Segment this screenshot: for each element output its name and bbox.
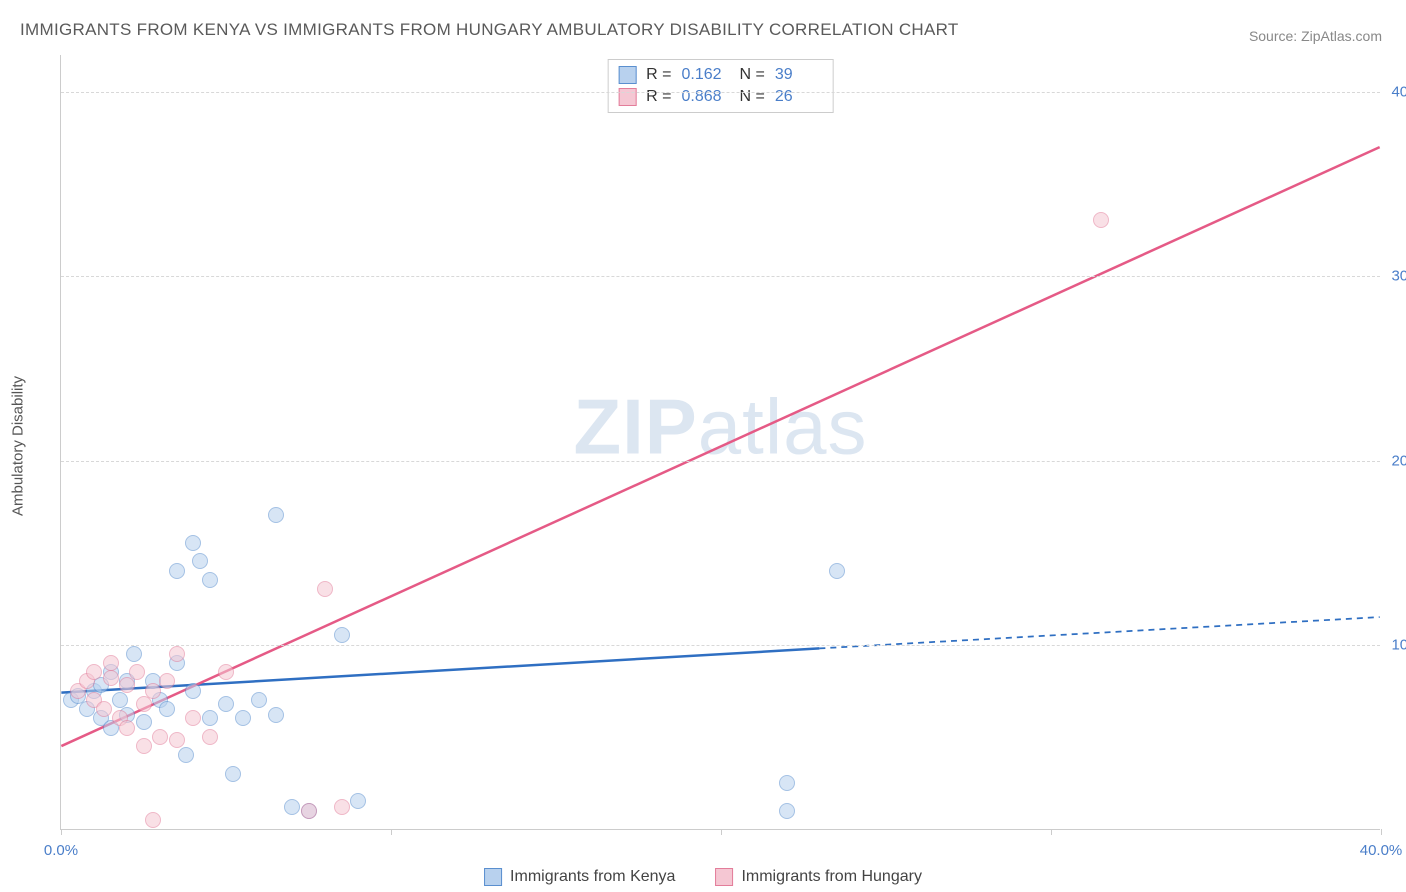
regression-lines-svg	[61, 55, 1380, 829]
correlation-legend: R = 0.162 N = 39 R = 0.868 N = 26	[607, 59, 834, 113]
x-tick	[1381, 829, 1382, 835]
x-tick	[1051, 829, 1052, 835]
data-point	[235, 710, 251, 726]
r-label: R =	[646, 88, 671, 106]
y-axis-label: Ambulatory Disability	[10, 376, 27, 516]
data-point	[268, 507, 284, 523]
data-point	[129, 664, 145, 680]
data-point	[169, 732, 185, 748]
data-point	[136, 714, 152, 730]
swatch-icon	[484, 868, 502, 886]
y-tick-label: 40.0%	[1384, 83, 1406, 100]
gridline	[61, 92, 1380, 93]
data-point	[159, 701, 175, 717]
plot-area: ZIPatlas R = 0.162 N = 39 R = 0.868 N = …	[60, 55, 1380, 830]
data-point	[119, 720, 135, 736]
data-point	[334, 799, 350, 815]
data-point	[96, 701, 112, 717]
bottom-legend: Immigrants from Kenya Immigrants from Hu…	[484, 868, 922, 886]
data-point	[301, 803, 317, 819]
swatch-icon	[618, 66, 636, 84]
data-point	[350, 793, 366, 809]
data-point	[119, 677, 135, 693]
data-point	[178, 747, 194, 763]
gridline	[61, 461, 1380, 462]
data-point	[268, 707, 284, 723]
data-point	[159, 673, 175, 689]
swatch-icon	[715, 868, 733, 886]
data-point	[169, 563, 185, 579]
data-point	[145, 812, 161, 828]
n-value: 26	[775, 88, 823, 106]
x-tick	[391, 829, 392, 835]
corr-legend-row: R = 0.868 N = 26	[618, 86, 823, 108]
data-point	[334, 627, 350, 643]
data-point	[779, 803, 795, 819]
data-point	[284, 799, 300, 815]
n-value: 39	[775, 66, 823, 84]
gridline	[61, 276, 1380, 277]
data-point	[152, 729, 168, 745]
data-point	[103, 670, 119, 686]
data-point	[185, 710, 201, 726]
legend-item: Immigrants from Hungary	[715, 868, 922, 886]
n-label: N =	[740, 88, 765, 106]
data-point	[202, 572, 218, 588]
data-point	[202, 729, 218, 745]
data-point	[136, 738, 152, 754]
data-point	[185, 683, 201, 699]
legend-label: Immigrants from Hungary	[741, 868, 922, 886]
legend-item: Immigrants from Kenya	[484, 868, 675, 886]
y-tick-label: 20.0%	[1384, 452, 1406, 469]
data-point	[218, 664, 234, 680]
data-point	[317, 581, 333, 597]
data-point	[251, 692, 267, 708]
r-value: 0.162	[682, 66, 730, 84]
x-tick	[721, 829, 722, 835]
gridline	[61, 645, 1380, 646]
data-point	[779, 775, 795, 791]
data-point	[112, 692, 128, 708]
data-point	[103, 655, 119, 671]
r-value: 0.868	[682, 88, 730, 106]
source-label: Source: ZipAtlas.com	[1249, 28, 1382, 44]
data-point	[86, 664, 102, 680]
data-point	[185, 535, 201, 551]
chart-title: IMMIGRANTS FROM KENYA VS IMMIGRANTS FROM…	[20, 20, 959, 40]
data-point	[1093, 212, 1109, 228]
data-point	[225, 766, 241, 782]
data-point	[829, 563, 845, 579]
r-label: R =	[646, 66, 671, 84]
data-point	[126, 646, 142, 662]
y-tick-label: 10.0%	[1384, 637, 1406, 654]
x-tick-label: 40.0%	[1360, 842, 1403, 859]
y-tick-label: 30.0%	[1384, 268, 1406, 285]
data-point	[202, 710, 218, 726]
swatch-icon	[618, 88, 636, 106]
data-point	[136, 696, 152, 712]
corr-legend-row: R = 0.162 N = 39	[618, 64, 823, 86]
data-point	[192, 553, 208, 569]
data-point	[169, 646, 185, 662]
n-label: N =	[740, 66, 765, 84]
x-tick	[61, 829, 62, 835]
x-tick-label: 0.0%	[44, 842, 78, 859]
data-point	[218, 696, 234, 712]
legend-label: Immigrants from Kenya	[510, 868, 675, 886]
